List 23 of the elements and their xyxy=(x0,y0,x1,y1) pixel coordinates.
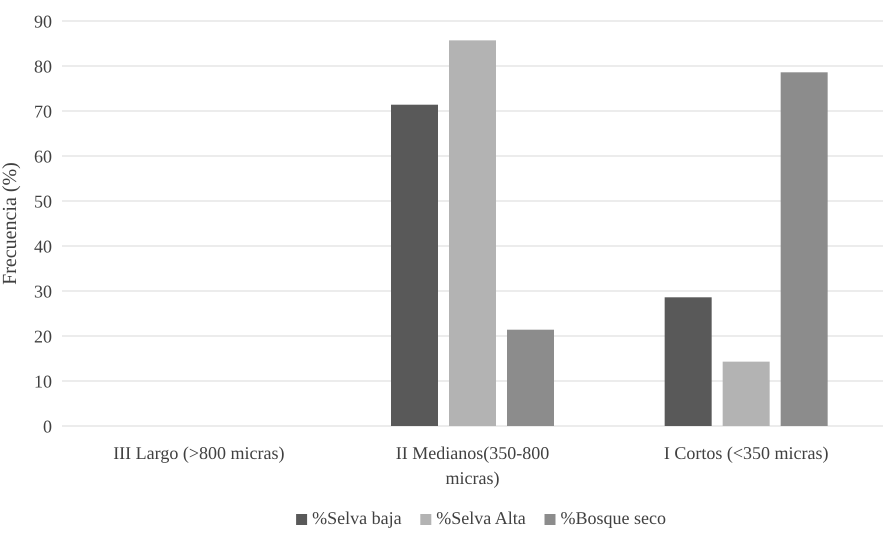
bar xyxy=(722,362,770,426)
y-tick-label: 10 xyxy=(34,371,52,392)
y-tick-label: 20 xyxy=(34,326,52,346)
bar xyxy=(780,72,828,426)
x-tick-label: I Cortos (<350 micras) xyxy=(664,443,828,463)
y-tick-label: 30 xyxy=(34,281,52,302)
legend-label: %Bosque seco xyxy=(560,508,666,528)
y-axis-title: Frecuencia (%) xyxy=(0,162,21,285)
y-tick-label: 70 xyxy=(34,101,52,122)
y-tick-label: 40 xyxy=(34,236,52,256)
bar xyxy=(507,330,554,426)
bar xyxy=(449,40,496,426)
x-tick-label: II Medianos(350-800 micras) xyxy=(396,443,550,488)
legend-label: %Selva Alta xyxy=(436,508,526,528)
y-tick-label: 0 xyxy=(43,416,52,436)
y-tick-label: 50 xyxy=(34,191,52,212)
y-tick-label: 90 xyxy=(34,11,52,32)
x-tick-label: III Largo (>800 micras) xyxy=(113,443,284,463)
bar xyxy=(664,297,712,426)
bar xyxy=(391,104,438,426)
y-tick-label: 80 xyxy=(34,56,52,76)
legend-label: %Selva baja xyxy=(312,508,402,528)
y-tick-label: 60 xyxy=(34,146,52,166)
